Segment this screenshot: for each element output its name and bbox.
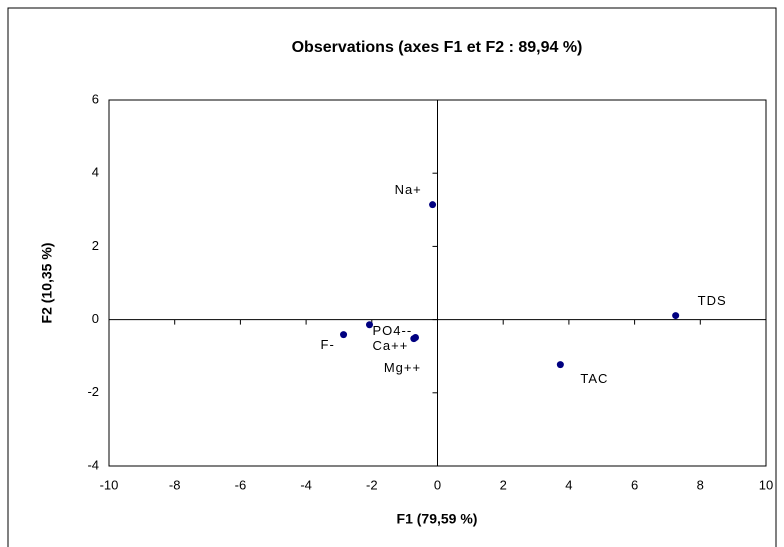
y-tick-label: 0 bbox=[92, 311, 99, 326]
x-tick-label: -8 bbox=[169, 477, 181, 492]
x-tick-label: -6 bbox=[235, 477, 247, 492]
y-tick-label: -2 bbox=[87, 384, 99, 399]
x-axis-title: F1 (79,59 %) bbox=[397, 511, 478, 527]
point-label: TAC bbox=[580, 371, 608, 386]
x-tick-label: 6 bbox=[631, 477, 638, 492]
y-tick-label: -4 bbox=[87, 457, 99, 472]
point-label: F- bbox=[321, 337, 335, 352]
point-label: TDS bbox=[698, 293, 727, 308]
point-label: Na+ bbox=[395, 182, 422, 197]
point bbox=[556, 361, 564, 369]
point bbox=[410, 335, 418, 343]
point-label: Ca++ bbox=[372, 338, 408, 353]
x-tick-label: 4 bbox=[565, 477, 572, 492]
x-tick-label: 2 bbox=[500, 477, 507, 492]
point bbox=[672, 312, 680, 320]
x-tick-label: 10 bbox=[759, 477, 773, 492]
x-tick-label: -10 bbox=[100, 477, 119, 492]
point bbox=[366, 321, 374, 329]
chart-title: Observations (axes F1 et F2 : 89,94 %) bbox=[292, 39, 583, 56]
y-tick-label: 6 bbox=[92, 91, 99, 106]
x-tick-label: -4 bbox=[300, 477, 312, 492]
y-axis-title: F2 (10,35 %) bbox=[39, 243, 55, 324]
x-tick-label: 8 bbox=[697, 477, 704, 492]
y-tick-label: 4 bbox=[92, 165, 99, 180]
point bbox=[429, 201, 437, 209]
chart-frame bbox=[7, 7, 777, 547]
y-tick-label: 2 bbox=[92, 238, 99, 253]
point-label: Mg++ bbox=[384, 360, 421, 375]
point bbox=[340, 331, 348, 339]
point-label: PO4-- bbox=[373, 323, 413, 338]
x-tick-label: 0 bbox=[434, 477, 441, 492]
x-tick-label: -2 bbox=[366, 477, 378, 492]
